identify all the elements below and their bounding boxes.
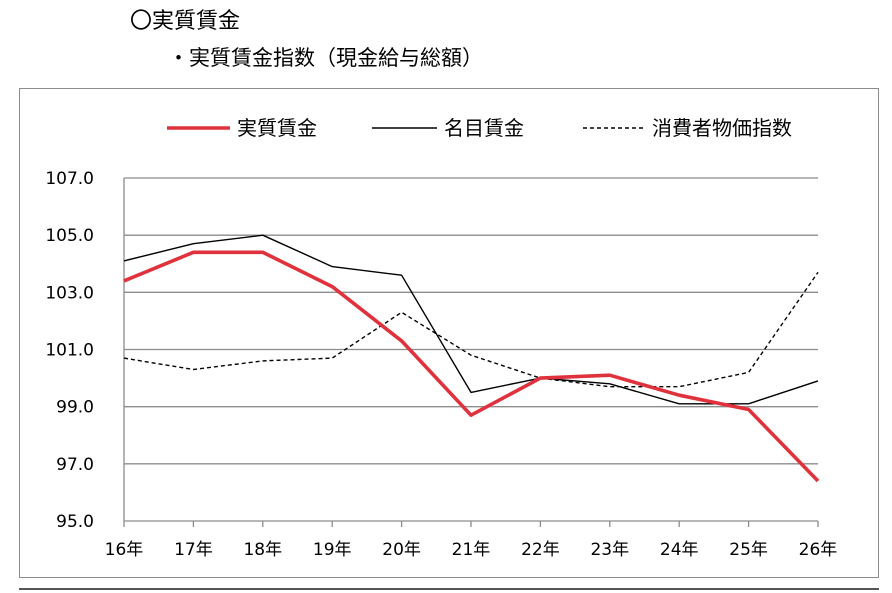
x-tick-label: 19年: [313, 540, 352, 560]
bottom-divider: [19, 588, 879, 590]
x-tick-label: 20年: [382, 540, 421, 560]
x-tick-label: 21年: [452, 540, 491, 560]
x-tick-label: 16年: [105, 540, 144, 560]
axes: [123, 178, 819, 527]
y-tick-label: 95.0: [56, 512, 94, 532]
series-line-0: [123, 250, 820, 483]
legend-label-1: 名目賃金: [444, 116, 524, 140]
legend-label-2: 消費者物価指数: [652, 116, 792, 140]
series-lines: [123, 234, 820, 483]
x-tick-label: 18年: [243, 540, 282, 560]
x-tick-label: 26年: [799, 540, 838, 560]
x-tick-labels: 16年 17年 18年 19年 20年 21年 22年 23年 24年 25年 26年: [105, 540, 838, 560]
chart-heading: 〇実質賃金: [130, 9, 241, 34]
y-tick-label: 105.0: [45, 226, 94, 246]
y-tick-label: 107.0: [45, 169, 94, 189]
legend-label-0: 実質賃金: [237, 116, 317, 140]
x-tick-label: 23年: [590, 540, 629, 560]
x-tick-label: 22年: [521, 540, 560, 560]
y-tick-label: 97.0: [56, 455, 94, 475]
y-tick-label: 103.0: [45, 283, 94, 303]
series-line-1: [123, 234, 819, 405]
legend: 実質賃金 名目賃金 消費者物価指数: [167, 116, 792, 140]
y-tick-labels: 95.0 97.0 99.0 101.0 103.0 105.0 107.0: [45, 169, 94, 532]
x-tick-label: 17年: [174, 540, 213, 560]
gridlines: [124, 177, 818, 465]
x-tick-label: 25年: [729, 540, 768, 560]
x-tick-label: 24年: [660, 540, 699, 560]
series-line-2: [123, 271, 819, 388]
y-tick-label: 99.0: [56, 398, 94, 418]
chart-frame: [19, 88, 879, 578]
chart-subheading: ・実質賃金指数（現金給与総額）: [168, 46, 483, 70]
y-tick-label: 101.0: [45, 341, 94, 361]
